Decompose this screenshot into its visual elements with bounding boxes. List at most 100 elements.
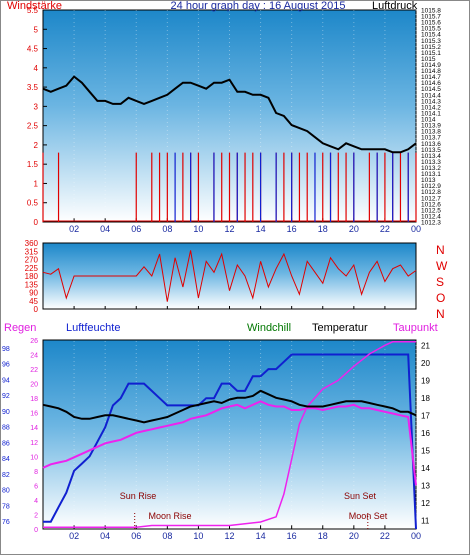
humidity-tick-label: 84 [2, 456, 10, 463]
wind-speed-tick-label: 4 [34, 64, 39, 73]
humidity-tick-label: 92 [2, 393, 10, 400]
x-tick-label: 08 [162, 531, 172, 541]
humidity-tick-label: 98 [2, 346, 10, 353]
pressure-tick-label: 1014.5 [421, 86, 441, 93]
temperature-tick-label: 16 [421, 429, 430, 438]
wind-speed-tick-label: 3.5 [27, 83, 39, 92]
wind-speed-tick-label: 2 [34, 141, 39, 150]
pressure-tick-label: 1013.1 [421, 171, 441, 178]
pressure-tick-label: 1012.7 [421, 195, 441, 202]
x-tick-label: 06 [131, 224, 141, 234]
temperature-tick-label: 13 [421, 481, 430, 490]
humidity-tick-label: 88 [2, 425, 10, 432]
pressure-tick-label: 1013.6 [421, 141, 441, 148]
pressure-tick-label: 1012.8 [421, 189, 441, 196]
taupunkt-label: Taupunkt [393, 322, 438, 334]
rain-tick-label: 8 [34, 469, 38, 476]
x-tick-label: 12 [224, 531, 234, 541]
x-tick-label: 12 [224, 224, 234, 234]
x-tick-label: 04 [100, 224, 110, 234]
temperature-tick-label: 12 [421, 499, 430, 508]
humidity-tick-label: 90 [2, 409, 10, 416]
pressure-tick-label: 1012.3 [421, 220, 441, 227]
direction-tick-label: 135 [25, 280, 39, 289]
pressure-tick-label: 1012.4 [421, 213, 441, 220]
humidity-tick-label: 76 [2, 519, 10, 526]
rain-tick-label: 0 [34, 527, 38, 534]
x-tick-label: 00 [411, 224, 421, 234]
chart-title: 24 hour graph day : 16 August 2015 [171, 0, 346, 12]
direction-tick-label: 45 [29, 297, 38, 306]
x-tick-label: 08 [162, 224, 172, 234]
direction-tick-label: 180 [25, 272, 39, 281]
pressure-tick-label: 1013.8 [421, 129, 441, 136]
humidity-line [43, 353, 417, 530]
direction-tick-label: 270 [25, 256, 39, 265]
pressure-tick-label: 1015.1 [421, 50, 441, 57]
pressure-tick-label: 1014.2 [421, 104, 441, 111]
rain-tick-label: 12 [30, 440, 38, 447]
pressure-tick-label: 1015.7 [421, 14, 441, 21]
left-axis-title: Windstärke [7, 0, 62, 12]
x-tick-label: 16 [287, 224, 297, 234]
rain-tick-label: 4 [34, 498, 38, 505]
pressure-tick-label: 1015.2 [421, 44, 441, 51]
pressure-tick-label: 1014.6 [421, 80, 441, 87]
temperature-tick-label: 21 [421, 341, 430, 350]
wind-speed-tick-label: 5.5 [27, 6, 39, 15]
sun-rise-label: Sun Rise [120, 491, 157, 501]
pressure-tick-label: 1013.5 [421, 147, 441, 154]
x-tick-label: 18 [318, 224, 328, 234]
x-tick-label: 10 [193, 531, 203, 541]
pressure-tick-label: 1012.6 [421, 201, 441, 208]
rain-tick-label: 10 [30, 454, 38, 461]
wind-speed-tick-label: 0 [34, 218, 39, 227]
pressure-tick-label: 1013.9 [421, 123, 441, 130]
moon-rise-label: Moon Rise [148, 511, 191, 521]
pressure-tick-label: 1014.3 [421, 98, 441, 105]
compass-label: O [436, 291, 445, 305]
pressure-tick-label: 1015.8 [421, 8, 441, 15]
pressure-tick-label: 1013 [421, 177, 436, 184]
pressure-line [42, 75, 417, 154]
temperature-tick-label: 17 [421, 411, 430, 420]
sun-set-label: Sun Set [344, 491, 377, 501]
pressure-tick-label: 1013.3 [421, 159, 441, 166]
pressure-tick-label: 1015 [421, 56, 436, 63]
rain-tick-label: 14 [30, 425, 38, 432]
rain-tick-label: 18 [30, 396, 38, 403]
temperature-tick-label: 18 [421, 394, 430, 403]
humidity-tick-label: 82 [2, 472, 10, 479]
compass-label: N [436, 307, 445, 321]
wind-speed-tick-label: 1 [34, 179, 39, 188]
x-tick-label: 10 [193, 224, 203, 234]
compass-label: W [436, 259, 448, 273]
pressure-tick-label: 1015.4 [421, 32, 441, 39]
dewpoint-line [42, 400, 417, 486]
temperature-tick-label: 11 [421, 516, 430, 525]
x-tick-label: 02 [69, 224, 79, 234]
wind-speed-tick-label: 0.5 [27, 199, 39, 208]
temperature-tick-label: 14 [421, 464, 430, 473]
x-tick-label: 14 [256, 224, 266, 234]
rain-tick-label: 20 [30, 382, 38, 389]
x-tick-label: 18 [318, 531, 328, 541]
direction-tick-label: 225 [25, 264, 39, 273]
rain-tick-label: 24 [30, 353, 38, 360]
pressure-tick-label: 1012.5 [421, 207, 441, 214]
direction-tick-label: 360 [25, 239, 39, 248]
humidity-tick-label: 96 [2, 362, 10, 369]
luftfeuchte-label: Luftfeuchte [66, 322, 120, 334]
x-tick-label: 20 [349, 224, 359, 234]
wind-speed-tick-label: 1.5 [27, 160, 39, 169]
pressure-tick-label: 1013.7 [421, 135, 441, 142]
x-tick-label: 22 [380, 531, 390, 541]
temperature-line [42, 389, 417, 424]
right-axis-title: Luftdruck [372, 0, 418, 12]
pressure-tick-label: 1014.8 [421, 68, 441, 75]
x-tick-label: 22 [380, 224, 390, 234]
x-tick-label: 06 [131, 531, 141, 541]
x-tick-label: 02 [69, 531, 79, 541]
